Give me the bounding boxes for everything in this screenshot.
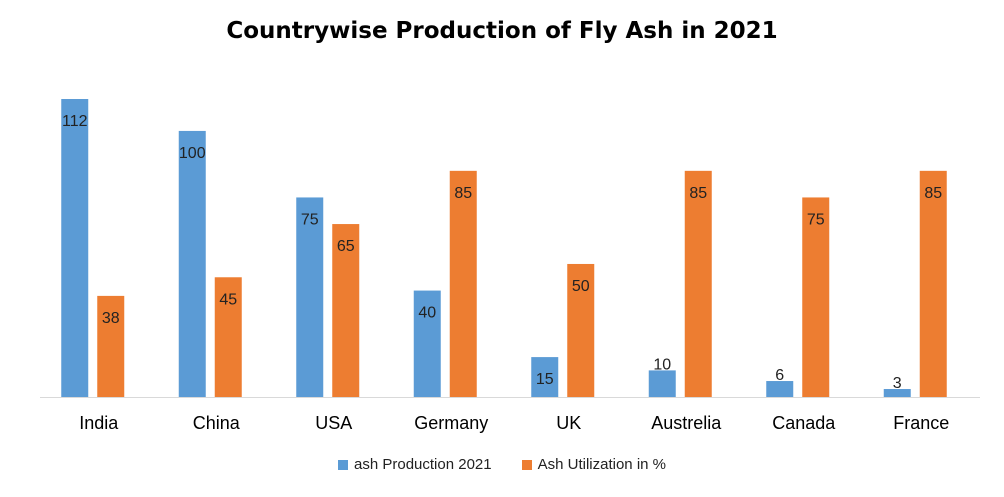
data-label-uk-series-2: 50	[572, 278, 590, 295]
data-label-austrelia-series-2: 85	[689, 185, 707, 202]
category-labels: India China USA Germany UK Austrelia Canada Fra…	[79, 413, 949, 433]
bar-usa-series-1	[296, 197, 324, 397]
data-label-india-series-2: 38	[102, 310, 120, 327]
chart-title: Countrywise Production of Fly Ash in 202…	[226, 18, 778, 44]
bar-usa-series-2	[332, 224, 360, 397]
bar-group: 112 38 100 45 75 65 40 85 15 50 10 85 6 75 3 85	[61, 99, 947, 397]
data-label-germany-series-1: 40	[418, 305, 436, 322]
data-label-canada-series-1: 6	[775, 367, 784, 384]
data-label-france-series-2: 85	[924, 185, 942, 202]
data-label-usa-series-2: 65	[337, 238, 355, 255]
legend-label-series-1: ash Production 2021	[354, 456, 492, 473]
category-label-germany: Germany	[414, 413, 488, 433]
bar-canada-series-2	[802, 197, 830, 397]
category-label-uk: UK	[556, 413, 581, 433]
data-label-usa-series-1: 75	[301, 211, 319, 228]
category-label-canada: Canada	[772, 413, 836, 433]
bar-canada-series-1	[766, 381, 794, 397]
category-label-usa: USA	[315, 413, 352, 433]
bar-austrelia-series-2	[684, 170, 712, 397]
bar-uk-series-1	[531, 357, 559, 397]
data-label-germany-series-2: 85	[454, 185, 472, 202]
bar-germany-series-2	[449, 170, 477, 397]
data-label-india-series-1: 112	[62, 113, 88, 130]
category-label-austrelia: Austrelia	[651, 413, 722, 433]
legend-swatch-series-2	[521, 459, 532, 470]
bar-uk-series-2	[567, 263, 595, 397]
legend-item-series-2: Ash Utilization in %	[521, 456, 666, 473]
data-label-china-series-1: 100	[179, 145, 206, 162]
bar-india-series-2	[97, 295, 125, 397]
data-label-france-series-1: 3	[893, 375, 902, 392]
data-label-canada-series-2: 75	[807, 211, 825, 228]
category-label-china: China	[193, 413, 241, 433]
data-label-uk-series-1: 15	[536, 371, 554, 388]
legend-swatch-series-1	[338, 459, 348, 470]
bar-china-series-1	[178, 130, 206, 397]
category-label-france: France	[893, 413, 949, 433]
bar-austrelia-series-1	[648, 370, 676, 397]
data-label-austrelia-series-1: 10	[653, 356, 671, 373]
bar-germany-series-1	[413, 290, 441, 397]
category-label-india: India	[79, 413, 119, 433]
legend: ash Production 2021 Ash Utilization in %	[0, 456, 1004, 473]
bar-france-series-1	[883, 389, 911, 397]
data-label-china-series-2: 45	[219, 291, 237, 308]
bar-france-series-2	[919, 170, 947, 397]
bar-china-series-2	[214, 277, 242, 397]
legend-item-series-1: ash Production 2021	[338, 456, 492, 473]
bar-india-series-1	[61, 99, 89, 397]
legend-label-series-2: Ash Utilization in %	[537, 456, 666, 473]
